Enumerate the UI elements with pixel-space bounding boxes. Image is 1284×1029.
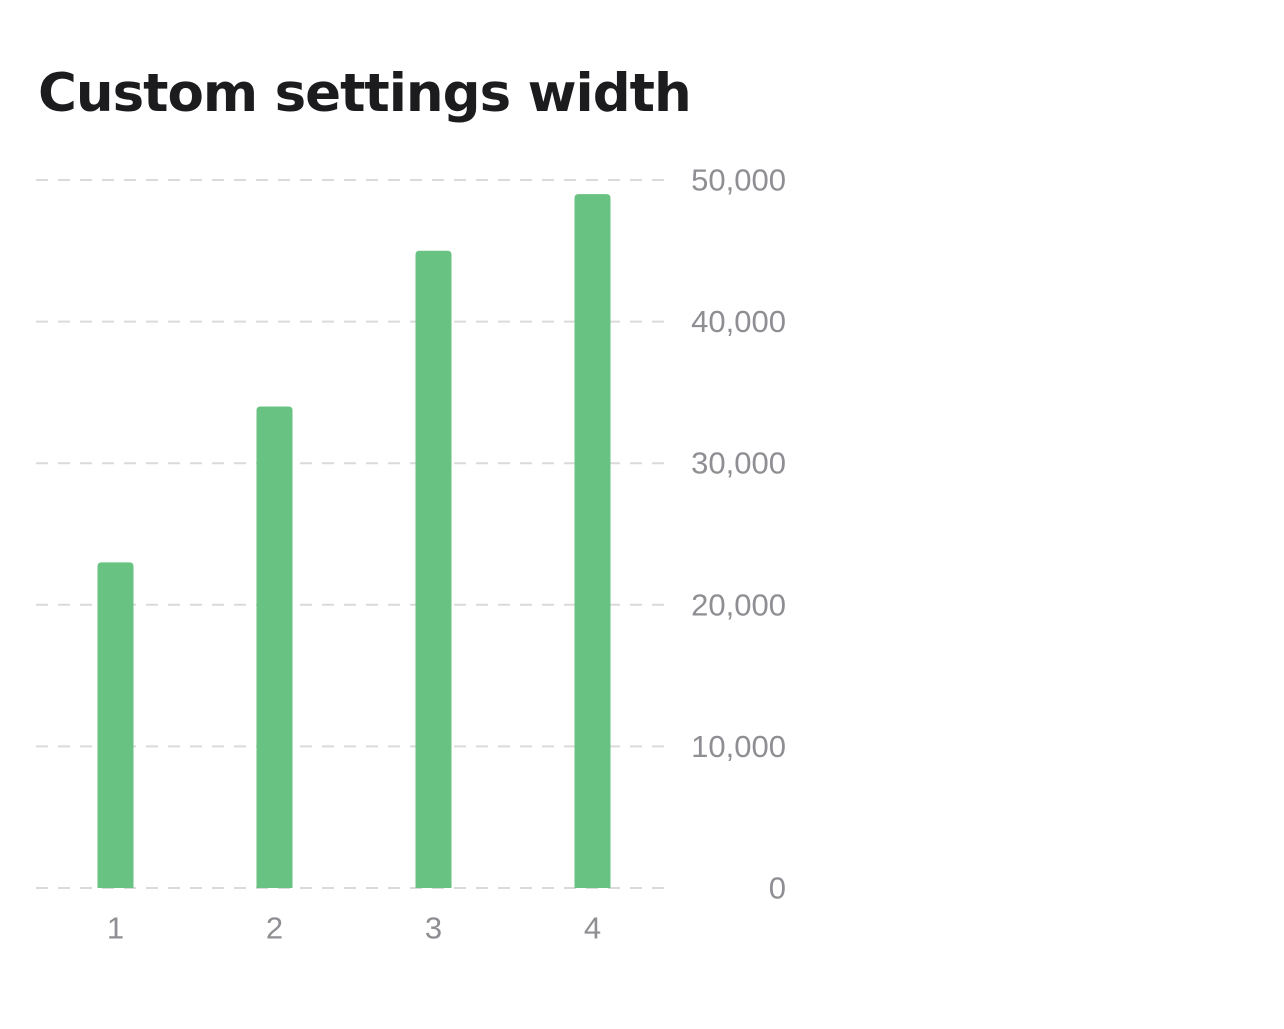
x-tick-label: 1 <box>107 911 124 946</box>
x-tick-label: 2 <box>266 911 283 946</box>
y-axis-ticks: 0 10,000 20,000 30,000 40,000 50,000 <box>691 163 786 906</box>
y-tick-label: 10,000 <box>691 729 786 764</box>
bar-3[interactable] <box>415 250 452 889</box>
y-tick-label: 50,000 <box>691 163 786 198</box>
chart-title: Custom settings width <box>38 63 692 124</box>
x-tick-label: 4 <box>584 911 601 946</box>
y-tick-label: 20,000 <box>691 587 786 622</box>
x-axis-ticks: 1 2 3 4 <box>107 911 601 946</box>
grid-lines <box>36 179 672 889</box>
bar-2[interactable] <box>256 406 293 888</box>
x-tick-label: 3 <box>425 911 442 946</box>
y-tick-label: 40,000 <box>691 304 786 339</box>
y-tick-label: 0 <box>769 871 786 906</box>
bars <box>97 194 611 889</box>
y-tick-label: 30,000 <box>691 446 786 481</box>
bar-1[interactable] <box>97 562 134 888</box>
bar-4[interactable] <box>574 194 611 888</box>
